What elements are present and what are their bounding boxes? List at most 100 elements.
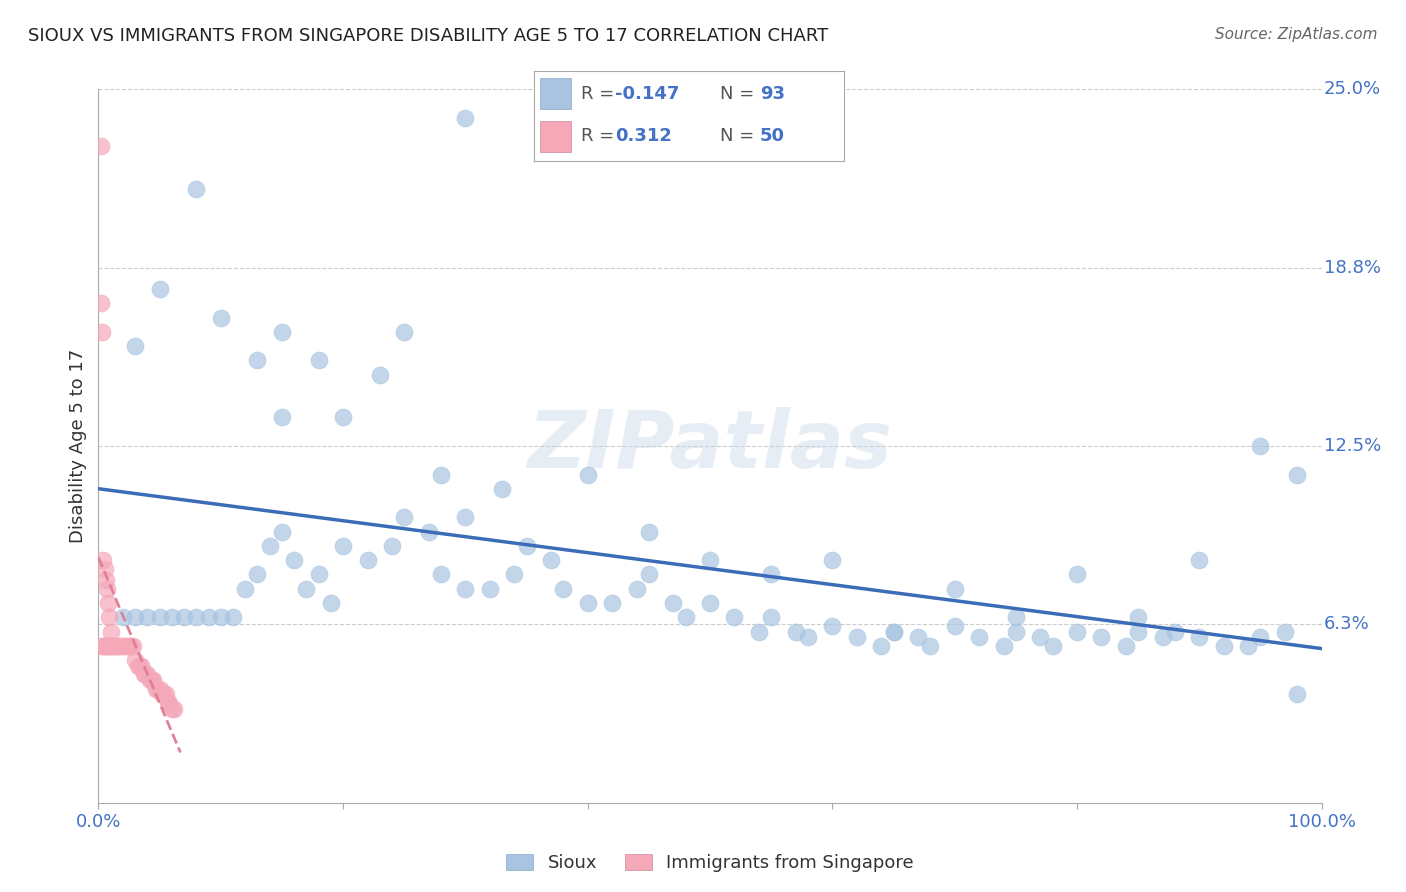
Point bbox=[1004, 624, 1026, 639]
Point bbox=[157, 696, 180, 710]
Text: 25.0%: 25.0% bbox=[1324, 80, 1381, 98]
Text: ZIPatlas: ZIPatlas bbox=[527, 407, 893, 485]
Point bbox=[124, 339, 146, 353]
Point bbox=[90, 139, 112, 153]
Point bbox=[1128, 610, 1150, 624]
Legend: Sioux, Immigrants from Singapore: Sioux, Immigrants from Singapore bbox=[499, 847, 921, 880]
Point bbox=[1066, 567, 1088, 582]
Point bbox=[1188, 630, 1211, 644]
Point bbox=[142, 673, 165, 687]
Point bbox=[94, 573, 117, 587]
Text: 18.8%: 18.8% bbox=[1324, 259, 1381, 277]
Point bbox=[1152, 630, 1174, 644]
Point bbox=[163, 701, 186, 715]
Point bbox=[308, 567, 330, 582]
Point bbox=[124, 653, 146, 667]
Point bbox=[97, 596, 120, 610]
Point bbox=[132, 667, 155, 681]
Point bbox=[105, 639, 128, 653]
Point bbox=[114, 639, 136, 653]
Point bbox=[392, 510, 416, 524]
Point bbox=[1164, 624, 1187, 639]
Point bbox=[1286, 687, 1309, 701]
Point bbox=[117, 639, 139, 653]
Point bbox=[93, 639, 115, 653]
Point bbox=[993, 639, 1015, 653]
Point bbox=[319, 596, 342, 610]
Point bbox=[186, 610, 208, 624]
Point bbox=[96, 582, 118, 596]
Point bbox=[637, 524, 661, 539]
Y-axis label: Disability Age 5 to 17: Disability Age 5 to 17 bbox=[69, 349, 87, 543]
Point bbox=[120, 639, 142, 653]
Point bbox=[259, 539, 281, 553]
Text: -0.147: -0.147 bbox=[614, 85, 679, 103]
Point bbox=[90, 296, 112, 310]
Point bbox=[127, 658, 149, 673]
Point bbox=[222, 610, 245, 624]
Point bbox=[173, 610, 195, 624]
Text: 50: 50 bbox=[761, 128, 785, 145]
Point bbox=[430, 567, 453, 582]
Point bbox=[98, 610, 121, 624]
Point bbox=[270, 410, 294, 425]
Point bbox=[821, 553, 844, 567]
Point bbox=[1029, 630, 1052, 644]
Text: R =: R = bbox=[581, 85, 620, 103]
Point bbox=[93, 562, 115, 576]
Point bbox=[246, 353, 269, 368]
Point bbox=[270, 524, 294, 539]
Point bbox=[209, 610, 232, 624]
Point bbox=[1249, 630, 1271, 644]
Point bbox=[160, 610, 183, 624]
Point bbox=[146, 681, 169, 696]
Point bbox=[91, 325, 114, 339]
Point bbox=[1212, 639, 1234, 653]
Point bbox=[150, 687, 173, 701]
Point bbox=[149, 610, 172, 624]
Bar bbox=[540, 78, 571, 109]
Point bbox=[368, 368, 391, 382]
Point bbox=[149, 282, 172, 296]
Point bbox=[478, 582, 501, 596]
Point bbox=[1274, 624, 1296, 639]
Text: Source: ZipAtlas.com: Source: ZipAtlas.com bbox=[1215, 27, 1378, 42]
Text: R =: R = bbox=[581, 128, 626, 145]
Point bbox=[1128, 624, 1150, 639]
Point bbox=[356, 553, 378, 567]
Point bbox=[883, 624, 905, 639]
Point bbox=[491, 482, 513, 496]
Point bbox=[637, 567, 661, 582]
Point bbox=[94, 639, 117, 653]
Point bbox=[270, 325, 294, 339]
Point bbox=[100, 639, 122, 653]
Point bbox=[761, 610, 783, 624]
Point bbox=[129, 658, 152, 673]
Point bbox=[111, 610, 134, 624]
Point bbox=[454, 111, 477, 125]
Point bbox=[97, 639, 120, 653]
Point bbox=[141, 673, 163, 687]
Point bbox=[821, 619, 844, 633]
Point bbox=[920, 639, 942, 653]
Point bbox=[136, 667, 159, 681]
Point bbox=[454, 510, 477, 524]
Point bbox=[139, 673, 162, 687]
Point bbox=[967, 630, 990, 644]
Point bbox=[883, 624, 905, 639]
Point bbox=[111, 639, 134, 653]
Point bbox=[576, 596, 599, 610]
Point bbox=[121, 639, 143, 653]
Point bbox=[91, 639, 114, 653]
Point bbox=[1090, 630, 1112, 644]
Point bbox=[845, 630, 868, 644]
Point bbox=[576, 467, 599, 482]
Point bbox=[308, 353, 330, 368]
Point bbox=[145, 681, 167, 696]
Text: 6.3%: 6.3% bbox=[1324, 615, 1369, 633]
Point bbox=[101, 639, 124, 653]
Point bbox=[662, 596, 685, 610]
Point bbox=[283, 553, 305, 567]
Point bbox=[101, 639, 124, 653]
Point bbox=[430, 467, 453, 482]
